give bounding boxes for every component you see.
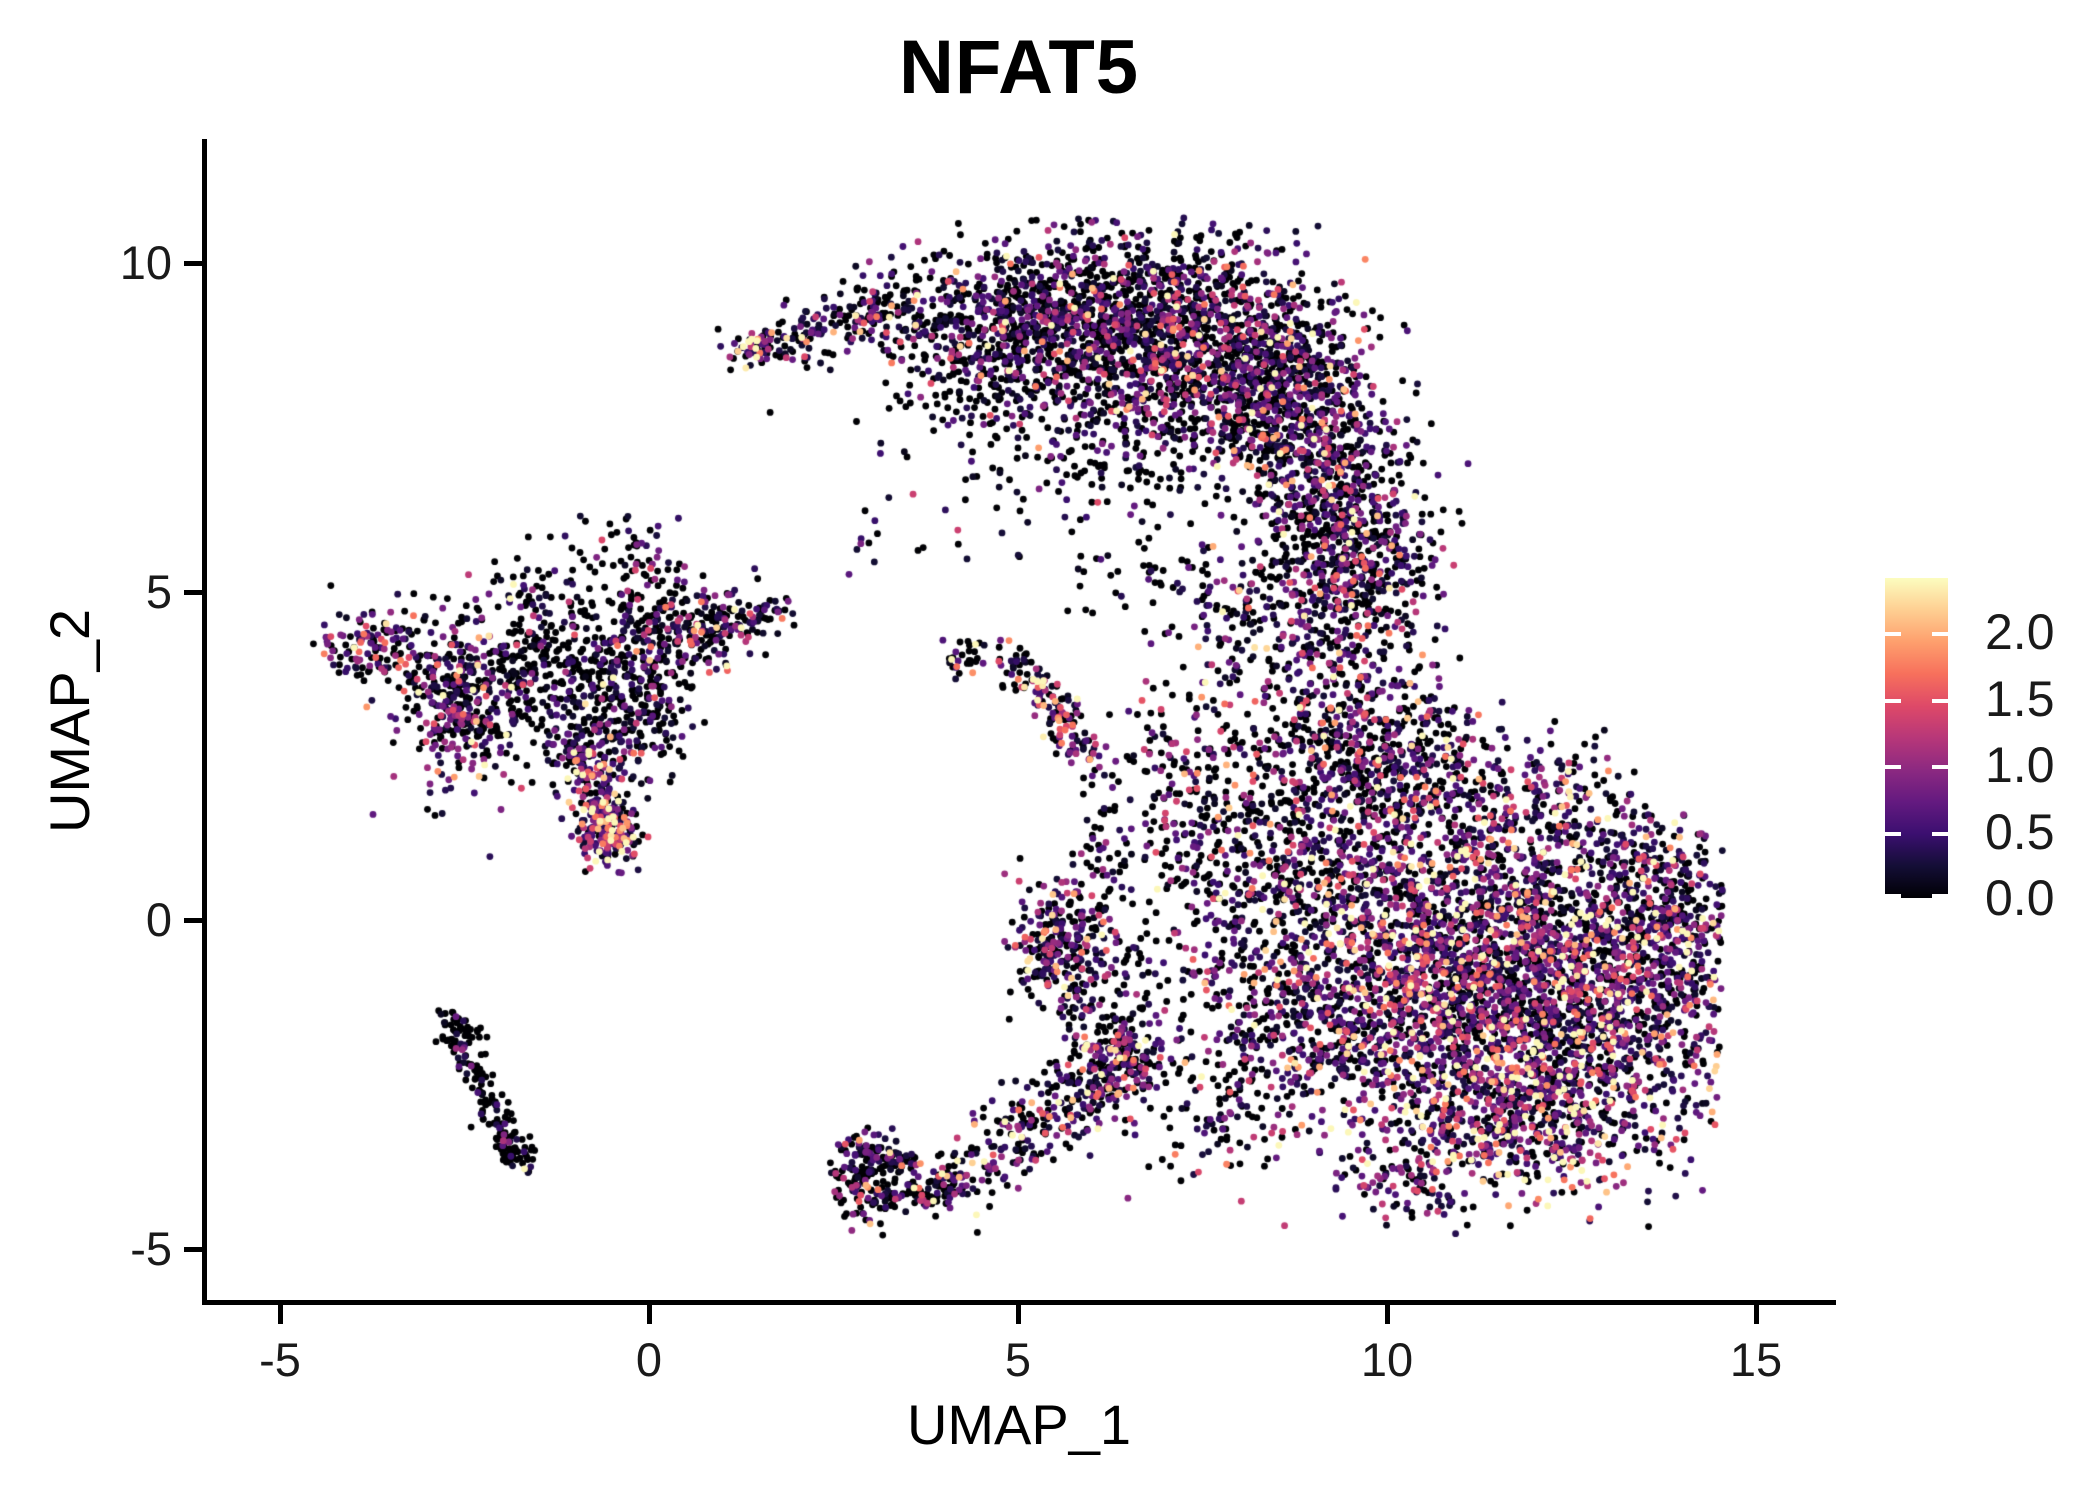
x-tick-mark — [1754, 1305, 1759, 1324]
colorbar-tick-mark — [1885, 831, 1901, 836]
colorbar-tick-label: 1.5 — [1985, 670, 2055, 727]
colorbar-tick-mark — [1885, 632, 1901, 637]
y-tick-mark — [184, 918, 203, 923]
y-tick-label: 5 — [145, 564, 172, 618]
y-axis-title-text: UMAP_2 — [38, 608, 101, 834]
colorbar-tick-mark — [1932, 894, 1948, 898]
x-axis-line — [202, 1300, 1836, 1305]
x-tick-label: 5 — [1004, 1333, 1032, 1386]
colorbar-tick-mark — [1932, 632, 1948, 637]
y-tick-label: 0 — [145, 893, 172, 946]
x-tick-mark — [1016, 1305, 1021, 1324]
colorbar-tick-label: 1.0 — [1985, 737, 2055, 794]
colorbar-tick-label: 0.0 — [1985, 870, 2055, 926]
colorbar-tick-mark — [1885, 894, 1901, 898]
x-axis-title: UMAP_1 — [906, 1393, 1132, 1456]
y-axis-line — [202, 139, 207, 1305]
y-tick-label: 10 — [119, 236, 172, 289]
x-tick-label: -5 — [259, 1333, 301, 1386]
y-tick-mark — [184, 589, 203, 595]
x-tick-label: 0 — [635, 1333, 663, 1386]
x-tick-mark — [278, 1305, 283, 1324]
y-tick-label: -5 — [130, 1221, 172, 1275]
colorbar-tick-mark — [1885, 765, 1901, 770]
colorbar-tick-mark — [1932, 698, 1948, 703]
y-tick-mark — [184, 261, 203, 266]
colorbar-tick-mark — [1932, 765, 1948, 770]
x-tick-label: 15 — [1729, 1333, 1783, 1386]
colorbar-legend — [1885, 578, 1948, 898]
colorbar-tick-mark — [1932, 831, 1948, 836]
colorbar-tick-label: 2.0 — [1985, 604, 2055, 661]
x-tick-mark — [1385, 1305, 1390, 1324]
colorbar-tick-mark — [1885, 698, 1901, 703]
x-tick-label: 10 — [1360, 1333, 1414, 1386]
y-tick-mark — [184, 1246, 203, 1252]
colorbar-tick-label: 0.5 — [1985, 803, 2055, 860]
x-tick-mark — [647, 1305, 652, 1324]
